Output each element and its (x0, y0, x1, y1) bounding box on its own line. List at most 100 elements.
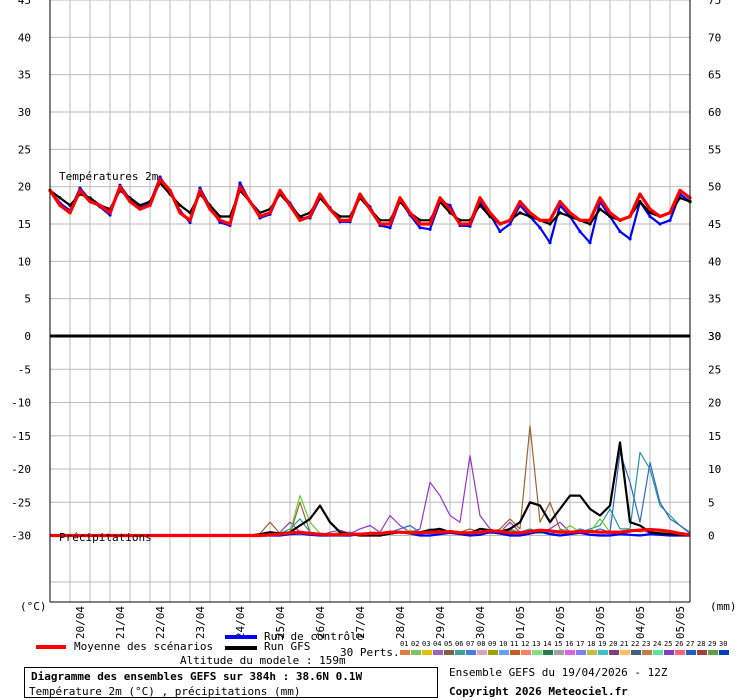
pert-color-swatch (521, 650, 531, 655)
y-tick-right: 40 (708, 255, 721, 268)
data-point (168, 188, 172, 192)
precipitation-panel-title: Précipitations (59, 531, 152, 544)
data-point (548, 241, 552, 245)
pert-color-swatch (642, 650, 652, 655)
pert-number: 06 (455, 640, 464, 648)
pert-number: 01 (400, 640, 409, 648)
data-point (678, 196, 682, 200)
data-point (68, 203, 72, 207)
pert-number: 14 (543, 640, 552, 648)
data-point (608, 214, 612, 219)
pert-color-swatch (576, 650, 586, 655)
x-tick-label: 21/04 (114, 606, 127, 639)
data-point (228, 222, 232, 226)
data-point (548, 222, 552, 226)
y-tick-right: 50 (708, 181, 721, 194)
data-point (58, 203, 62, 207)
x-tick-label: 25/04 (274, 606, 287, 639)
temperature-grid (49, 0, 691, 337)
data-point (508, 222, 512, 226)
pert-color-swatch (675, 650, 685, 655)
data-point (398, 196, 402, 200)
y-tick-right: 5 (708, 496, 715, 509)
data-point (658, 214, 662, 219)
y-tick-right: 55 (708, 143, 721, 156)
data-point (618, 229, 622, 234)
data-point (418, 222, 422, 226)
data-point (258, 214, 262, 219)
footer-box: Diagramme des ensembles GEFS sur 384h : … (24, 667, 438, 698)
data-point (598, 196, 602, 200)
pert-number: 19 (598, 640, 607, 648)
data-point (538, 218, 542, 222)
data-point (518, 200, 522, 204)
data-point (438, 196, 442, 200)
data-point (518, 211, 522, 215)
data-point (98, 203, 102, 207)
pert-color-swatch (411, 650, 421, 655)
data-point (178, 211, 182, 215)
data-point (388, 226, 392, 230)
pert-color-swatch (719, 650, 729, 655)
pert-color-swatch (686, 650, 696, 655)
pert-color-swatch (598, 650, 608, 655)
pert-number: 07 (466, 640, 475, 648)
pert-color-swatch (554, 650, 564, 655)
data-point (498, 222, 502, 226)
data-point (158, 177, 162, 181)
pert-number: 21 (620, 640, 629, 648)
data-point (598, 207, 602, 211)
data-point (668, 218, 672, 222)
pert-color-swatch (444, 650, 454, 655)
pert-color-swatch (609, 650, 619, 655)
y-tick-left: -30 (11, 530, 31, 543)
data-point (578, 229, 582, 234)
pert-number: 11 (510, 640, 519, 648)
y-tick-left: -15 (11, 430, 31, 443)
data-point (618, 218, 622, 222)
data-point (558, 211, 562, 215)
data-point (488, 211, 492, 215)
y-tick-left: 10 (18, 255, 31, 268)
pert-color-swatch (455, 650, 465, 655)
legend-gfs-swatch (225, 646, 257, 650)
precipitation-series (50, 425, 691, 538)
data-point (448, 207, 452, 211)
legend-perts-label: 30 Perts. (340, 646, 400, 659)
data-point (578, 218, 582, 222)
data-point (128, 200, 132, 204)
data-point (308, 214, 312, 219)
pert-color-swatch (620, 650, 630, 655)
data-point (268, 211, 272, 215)
legend-mean-swatch (36, 645, 66, 649)
data-point (198, 186, 202, 190)
y-tick-right: 75 (708, 0, 721, 7)
data-point (338, 218, 342, 222)
pert-number: 22 (631, 640, 640, 648)
y-tick-left: -5 (18, 363, 31, 376)
data-point (638, 192, 642, 196)
y-tick-right: 15 (708, 430, 721, 443)
data-point (178, 203, 182, 207)
data-point (158, 175, 162, 179)
pert-number: 02 (411, 640, 420, 648)
y-tick-right: 25 (708, 363, 721, 376)
pert-number: 27 (686, 640, 695, 648)
data-point (278, 188, 282, 192)
data-point (208, 207, 212, 211)
data-point (238, 181, 242, 185)
pert-number: 05 (444, 640, 453, 648)
pert-color-swatch (532, 650, 542, 655)
data-point (478, 196, 482, 200)
pert-color-swatch (510, 650, 520, 655)
legend-gfs-label: Run GFS (264, 640, 311, 653)
pert-number: 10 (499, 640, 508, 648)
data-point (238, 185, 242, 189)
data-point (428, 222, 432, 226)
x-tick-label: 04/05 (634, 606, 647, 639)
left-unit-label: (°C) (20, 600, 47, 613)
data-point (648, 207, 652, 211)
x-tick-label: 28/04 (394, 606, 407, 639)
pert-number: 28 (697, 640, 706, 648)
y-tick-right: 60 (708, 106, 721, 119)
